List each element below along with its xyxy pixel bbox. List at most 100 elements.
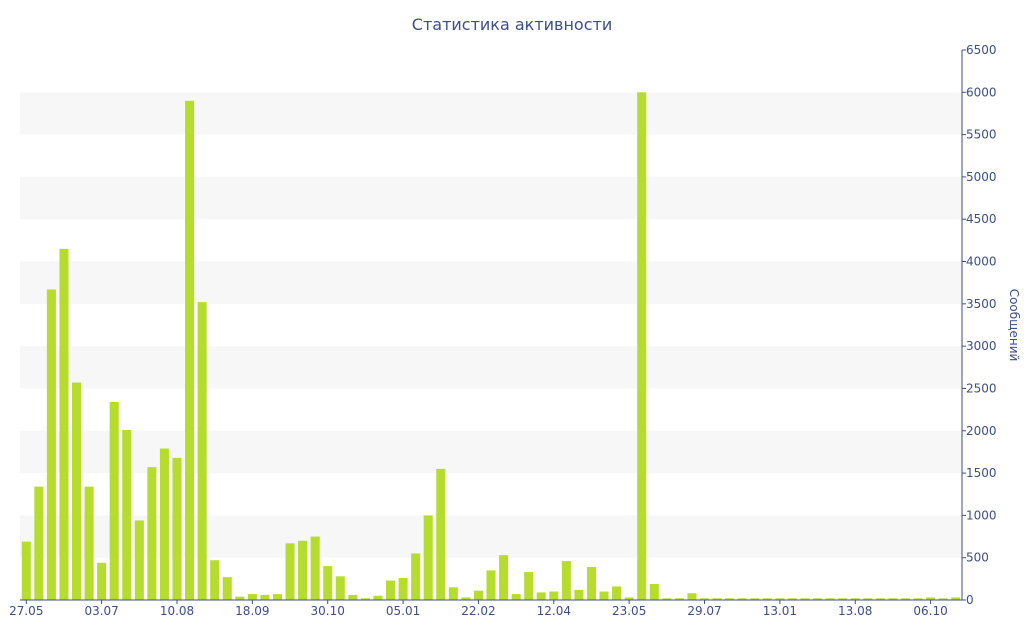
x-tick-label: 12.04 (537, 604, 571, 618)
x-tick-label: 18.09 (235, 604, 269, 618)
y-tick-label: 500 (966, 551, 989, 565)
grid-bands (20, 92, 962, 558)
y-tick-label: 4500 (966, 212, 997, 226)
bar (913, 598, 923, 600)
bar (59, 248, 69, 600)
bar (762, 598, 772, 600)
bar (197, 302, 207, 600)
y-axis: 0 500 1000 1500 2000 2500 3000 3500 4000 4500 5000… (961, 43, 997, 607)
y-tick-label: 1000 (966, 508, 997, 522)
bar (800, 598, 810, 600)
bar (561, 561, 571, 600)
y-tick-label: 6500 (966, 43, 997, 57)
x-tick-label: 22.02 (461, 604, 495, 618)
bar (888, 598, 898, 600)
bar (499, 555, 509, 600)
bar (448, 587, 458, 600)
bar (423, 515, 433, 600)
x-axis: 27.05 03.07 10.08 18.09 30.10 05.01 22.02 12.04… (9, 599, 962, 618)
bar (599, 591, 609, 600)
grid-band (20, 346, 962, 389)
y-tick-label: 5500 (966, 128, 997, 142)
grid-band (20, 176, 962, 220)
bar (461, 597, 471, 600)
bar (84, 486, 94, 600)
bar (951, 597, 961, 600)
bar (787, 598, 797, 600)
bar (222, 577, 232, 600)
bar (235, 596, 245, 600)
y-tick-label: 1500 (966, 466, 997, 480)
bar (712, 598, 722, 600)
bar (586, 567, 596, 600)
x-tick-label: 06.10 (913, 604, 947, 618)
y-tick-label: 5000 (966, 170, 997, 184)
bar (511, 594, 521, 600)
x-tick-label: 05.01 (386, 604, 420, 618)
y-tick-label: 3500 (966, 297, 997, 311)
bar (72, 382, 82, 600)
bar (348, 594, 358, 600)
bars (21, 92, 961, 601)
bar (473, 590, 483, 600)
bar (938, 598, 948, 600)
y-tick-label: 2500 (966, 381, 997, 395)
bar (172, 457, 182, 600)
bar (298, 540, 308, 600)
x-tick-label: 30.10 (311, 604, 345, 618)
bar (46, 289, 56, 600)
bar (926, 597, 936, 600)
y-tick-label: 4000 (966, 255, 997, 269)
bar (411, 553, 421, 600)
x-tick-label: 10.08 (160, 604, 194, 618)
bar (725, 598, 735, 600)
bar (97, 562, 107, 600)
bar (900, 598, 910, 600)
y-tick-label: 0 (966, 593, 974, 607)
bar (335, 576, 345, 600)
bar (260, 594, 270, 600)
bar (737, 598, 747, 600)
grid-band (20, 261, 962, 304)
bar (386, 580, 396, 600)
bar (272, 594, 282, 600)
bar (373, 595, 383, 600)
bar (323, 566, 333, 600)
bar (21, 541, 31, 600)
bar (687, 593, 697, 600)
x-tick-label: 27.05 (9, 604, 43, 618)
bar (134, 520, 144, 600)
y-tick-label: 2000 (966, 424, 997, 438)
bar (285, 543, 295, 600)
y-tick-label: 3000 (966, 339, 997, 353)
bar (813, 598, 823, 600)
bar (185, 100, 195, 601)
bar (436, 468, 446, 600)
bar (360, 598, 370, 600)
bar (662, 598, 672, 600)
bar (637, 92, 647, 600)
y-axis-title: Сообщений (1007, 289, 1021, 362)
bar (750, 598, 760, 600)
x-tick-label: 23.05 (612, 604, 646, 618)
bar (486, 570, 496, 600)
bar (863, 598, 873, 600)
bar (825, 598, 835, 600)
bar (549, 591, 559, 600)
bar (536, 592, 546, 600)
bar (875, 598, 885, 600)
bar (34, 486, 44, 600)
bar (398, 578, 408, 600)
y-tick-label: 6000 (966, 85, 997, 99)
bar (147, 467, 157, 600)
x-tick-label: 29.07 (687, 604, 721, 618)
bar (122, 429, 132, 600)
bar (210, 560, 220, 600)
bar (574, 589, 584, 600)
chart-title: Статистика активности (411, 15, 613, 34)
bar (612, 586, 622, 600)
bar (700, 598, 710, 600)
grid-band (20, 92, 962, 135)
bar (159, 448, 169, 600)
